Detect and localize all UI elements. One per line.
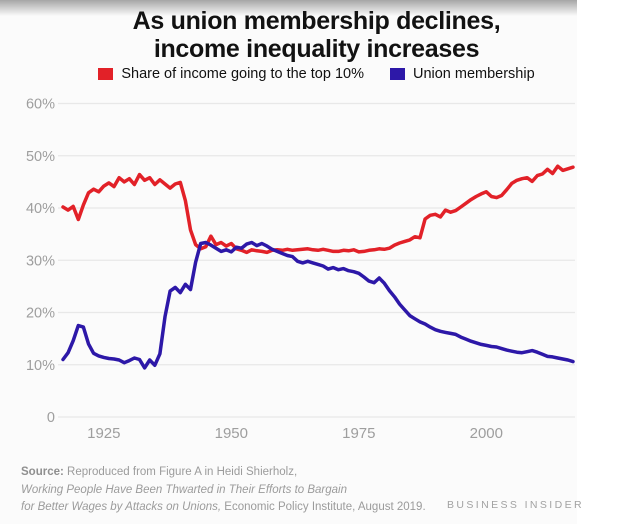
- legend-item-union-membership: Union membership: [389, 66, 535, 82]
- y-axis-label-50: 50%: [26, 149, 55, 165]
- right-margin: [577, 0, 633, 524]
- x-axis-label-2000: 2000: [470, 425, 503, 442]
- source-line1: Source: Reproduced from Figure A in Heid…: [21, 464, 426, 482]
- x-axis-label-1925: 1925: [87, 425, 120, 442]
- legend-item-income-share: Share of income going to the top 10%: [98, 66, 364, 82]
- chart-title-line2: income inequality increases: [153, 35, 480, 63]
- y-axis-label-30: 30%: [26, 253, 55, 269]
- income-share-swatch-icon: [98, 68, 114, 80]
- chart-title-line1: As union membership declines,: [132, 7, 501, 35]
- chart-svg: 0 10% 20% 30% 40% 50% 60% 1925 1950 1975 2000: [26, 97, 575, 442]
- y-axis-label-40: 40%: [26, 201, 55, 217]
- x-axis-label-1975: 1975: [342, 425, 375, 442]
- chart-title: As union membership declines, income ine…: [0, 7, 633, 63]
- union-membership-swatch-icon: [389, 68, 405, 80]
- line-chart: 0 10% 20% 30% 40% 50% 60% 1925 1950 1975 2000: [26, 97, 575, 442]
- legend-label-union-membership: Union membership: [412, 66, 535, 82]
- union-membership-line: [61, 240, 575, 370]
- source-line1-text: Reproduced from Figure A in Heidi Shierh…: [63, 466, 298, 478]
- source-label: Source:: [21, 466, 64, 478]
- income-share-line: [61, 164, 575, 255]
- source-line3-text: Economic Policy Institute, August 2019.: [221, 501, 426, 513]
- y-axis-label-10: 10%: [26, 358, 55, 374]
- y-axis-label-20: 20%: [26, 306, 55, 322]
- source-note: Source: Reproduced from Figure A in Heid…: [21, 464, 426, 517]
- legend-label-income-share: Share of income going to the top 10%: [121, 66, 364, 82]
- source-line2-italic: Working People Have Been Thwarted in The…: [21, 483, 347, 496]
- source-line3-italic: for Better Wages by Attacks on Unions,: [21, 501, 222, 513]
- source-line3: for Better Wages by Attacks on Unions, E…: [21, 499, 426, 517]
- business-insider-logo: BUSINESS INSIDER: [446, 499, 584, 511]
- chart-legend: Share of income going to the top 10% Uni…: [0, 66, 633, 82]
- x-axis-label-1950: 1950: [215, 425, 248, 442]
- y-axis-label-60: 60%: [26, 97, 55, 113]
- y-axis-label-0: 0: [47, 410, 55, 426]
- source-line2: Working People Have Been Thwarted in The…: [21, 482, 426, 500]
